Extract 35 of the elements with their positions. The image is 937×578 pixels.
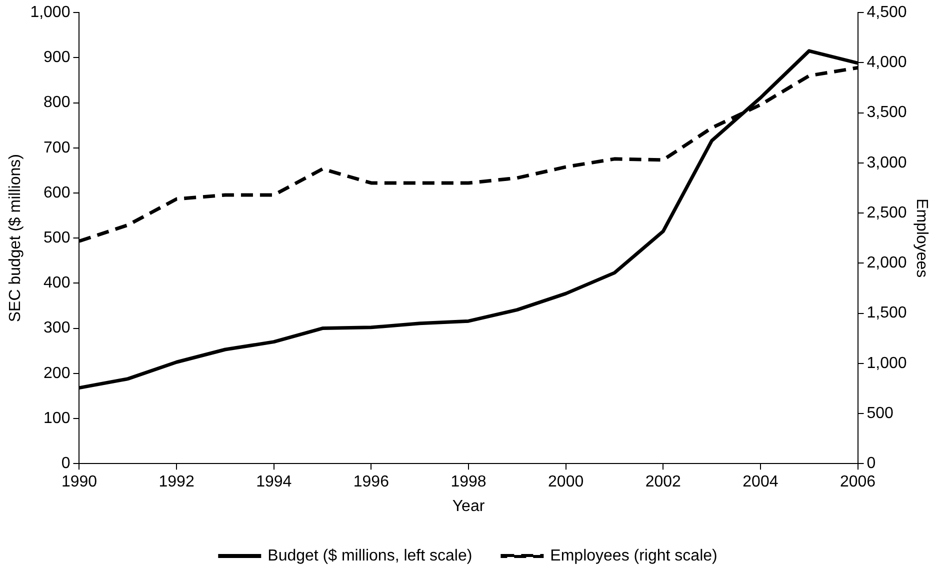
x-tick-label: 2002 [645, 474, 682, 491]
x-tick-label: 1990 [61, 474, 98, 491]
y-axis-title: SEC budget ($ millions) [7, 154, 24, 322]
x-tick-label: 1994 [256, 474, 292, 491]
y2-tick-label: 500 [866, 404, 894, 422]
x-tick-label: 1996 [353, 474, 390, 491]
y-tick-label: 200 [44, 364, 70, 382]
y2-axis-title: Employees [912, 198, 930, 278]
x-axis-title: Year [452, 498, 486, 515]
y2-tick-label: 1,000 [866, 354, 907, 372]
y2-tick-label: 3,000 [866, 154, 907, 172]
y-tick-label: 400 [44, 274, 70, 292]
x-tick-label: 2006 [840, 474, 876, 491]
y2-tick-label: 0 [866, 455, 876, 472]
y2-tick-label: 2,000 [866, 254, 907, 272]
legend-label: Budget ($ millions, left scale) [268, 547, 472, 564]
y2-tick-label: 4,000 [866, 54, 907, 72]
x-tick-label: 1992 [158, 474, 194, 491]
y-tick-label: 1,000 [30, 4, 70, 22]
y-tick-label: 300 [44, 320, 70, 337]
y2-tick-label: 4,500 [866, 4, 907, 22]
x-tick-label: 2004 [742, 474, 778, 491]
y-tick-label: 700 [44, 139, 70, 156]
y2-tick-label: 1,500 [866, 304, 907, 322]
x-tick-label: 2000 [548, 474, 584, 491]
y-tick-label: 900 [44, 49, 70, 66]
y2-tick-label: 2,500 [866, 204, 907, 222]
legend-label: Employees (right scale) [550, 547, 718, 564]
y2-tick-label: 3,500 [866, 104, 907, 122]
y-tick-label: 100 [44, 410, 70, 427]
y-tick-label: 800 [44, 94, 70, 112]
y-tick-label: 600 [44, 184, 70, 202]
y-tick-label: 0 [61, 455, 70, 472]
x-tick-label: 1998 [450, 474, 486, 491]
y-tick-label: 500 [44, 230, 70, 247]
